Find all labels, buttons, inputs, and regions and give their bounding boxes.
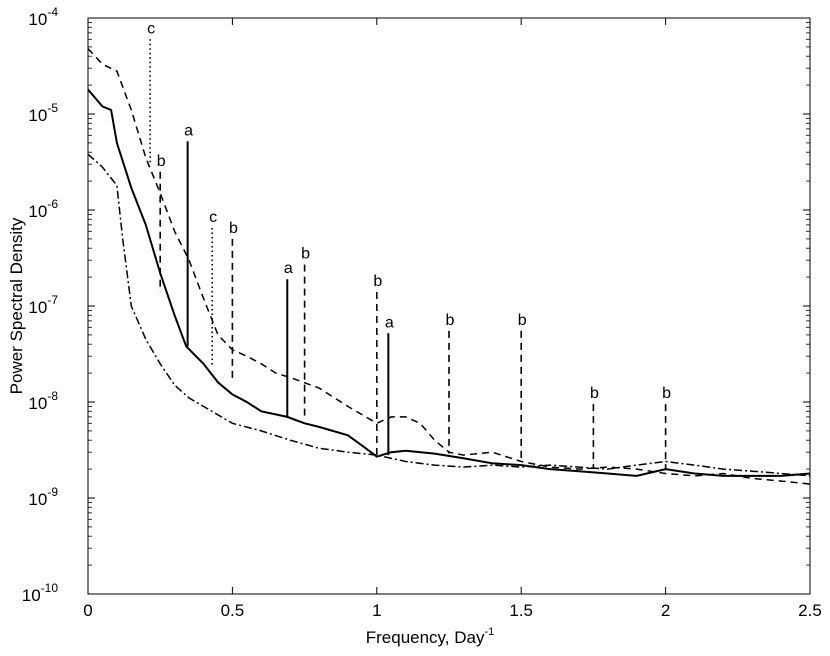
y-tick-label-2: 10-8 [28, 389, 58, 413]
peak-label-b-2: b [157, 153, 166, 170]
x-tick-label-1: 0.5 [221, 601, 245, 620]
peak-label-b-7: b [373, 273, 382, 290]
peak-label-a-8: a [385, 314, 394, 331]
y-tick-label-3: 10-7 [28, 293, 58, 317]
peak-label-b-10: b [518, 312, 527, 329]
peak-label-b-4: b [229, 220, 238, 237]
x-tick-label-2: 1 [372, 601, 381, 620]
x-tick-label-5: 2.5 [798, 601, 822, 620]
x-tick-label-4: 2 [661, 601, 670, 620]
series-group [87, 48, 811, 485]
peak-label-c-3: c [209, 209, 217, 226]
y-tick-label-0: 10-10 [22, 581, 59, 605]
plot-background [88, 18, 810, 594]
peak-label-a-1: a [184, 122, 193, 139]
y-tick-label-4: 10-6 [28, 197, 58, 221]
y-tick-label-1: 10-9 [28, 485, 58, 509]
series-line-dashed [87, 48, 811, 485]
peak-label-c-0: c [147, 20, 155, 37]
y-tick-label-5: 10-5 [28, 101, 58, 125]
series-line-solid [87, 88, 811, 477]
series-line-dash-dot [87, 153, 811, 477]
y-tick-label-6: 10-4 [28, 5, 58, 29]
peak-label-b-12: b [662, 385, 671, 402]
peak-label-b-9: b [446, 312, 455, 329]
peak-label-b-6: b [301, 246, 310, 263]
y-axis-title: Power Spectral Density [7, 217, 26, 394]
x-tick-label-0: 0 [83, 601, 92, 620]
peak-label-a-5: a [284, 260, 293, 277]
x-tick-label-3: 1.5 [509, 601, 533, 620]
peak-label-b-11: b [590, 385, 599, 402]
x-axis-title: Frequency, Day-1 [366, 626, 495, 647]
